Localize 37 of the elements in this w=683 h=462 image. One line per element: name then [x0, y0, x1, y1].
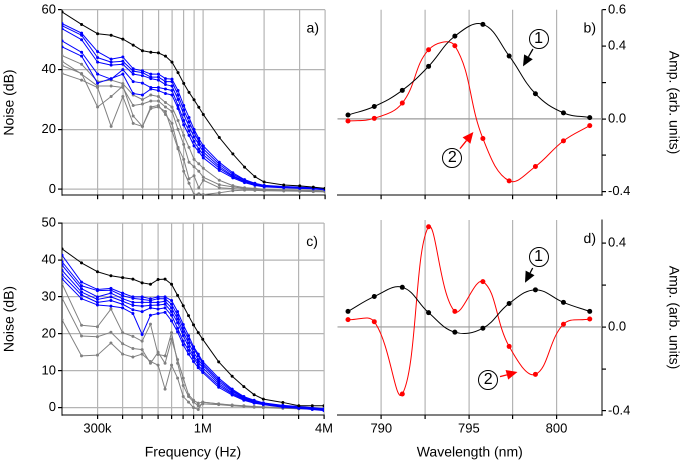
series-label: 1: [534, 248, 543, 266]
y-tick-label: 0.6: [608, 1, 626, 16]
y-tick-label: 0: [48, 399, 56, 414]
y-tick-label: 40: [42, 252, 56, 266]
annotation: b): [584, 20, 596, 36]
x-axis-title: Frequency (Hz): [144, 443, 242, 460]
x-tick-label: 300k: [83, 420, 112, 436]
y-tick-label: 40: [42, 61, 56, 76]
y-tick-label: -0.4: [608, 402, 630, 418]
legend-label: 2: [448, 149, 457, 166]
y-tick-label: 0: [48, 180, 56, 196]
y-tick-label: 20: [42, 325, 56, 340]
y-tick-label: 0.4: [608, 38, 626, 53]
annotation: d): [584, 230, 596, 246]
x-tick-label: 800: [546, 420, 568, 436]
x-tick-label: 790: [370, 420, 392, 436]
y-tick-label: 0.0: [608, 318, 626, 334]
x-tick-label: 4M: [314, 420, 333, 436]
x-tick-label: 1M: [194, 420, 212, 436]
annotation: c): [306, 232, 318, 249]
y-axis-title: Amp. (arb. units): [666, 266, 683, 370]
y-axis-title: Noise (dB): [0, 69, 16, 136]
y-axis-title: Noise (dB): [0, 286, 16, 352]
y-tick-label: -0.4: [608, 183, 630, 198]
y-tick-label: 0.0: [608, 110, 626, 126]
y-tick-label: 50: [42, 214, 56, 230]
y-tick-label: 60: [42, 1, 56, 16]
series-label: 1: [534, 30, 543, 47]
legend-label: 2: [484, 370, 493, 388]
x-tick-label: 795: [458, 420, 480, 436]
y-tick-label: 0.4: [608, 234, 626, 250]
y-tick-label: 20: [42, 120, 56, 136]
annotation: a): [306, 20, 319, 36]
y-tick-label: 30: [42, 288, 56, 304]
y-axis-title: Amp. (arb. units): [666, 50, 683, 154]
x-axis-title: Wavelength (nm): [416, 443, 523, 460]
y-tick-label: 10: [42, 362, 56, 378]
